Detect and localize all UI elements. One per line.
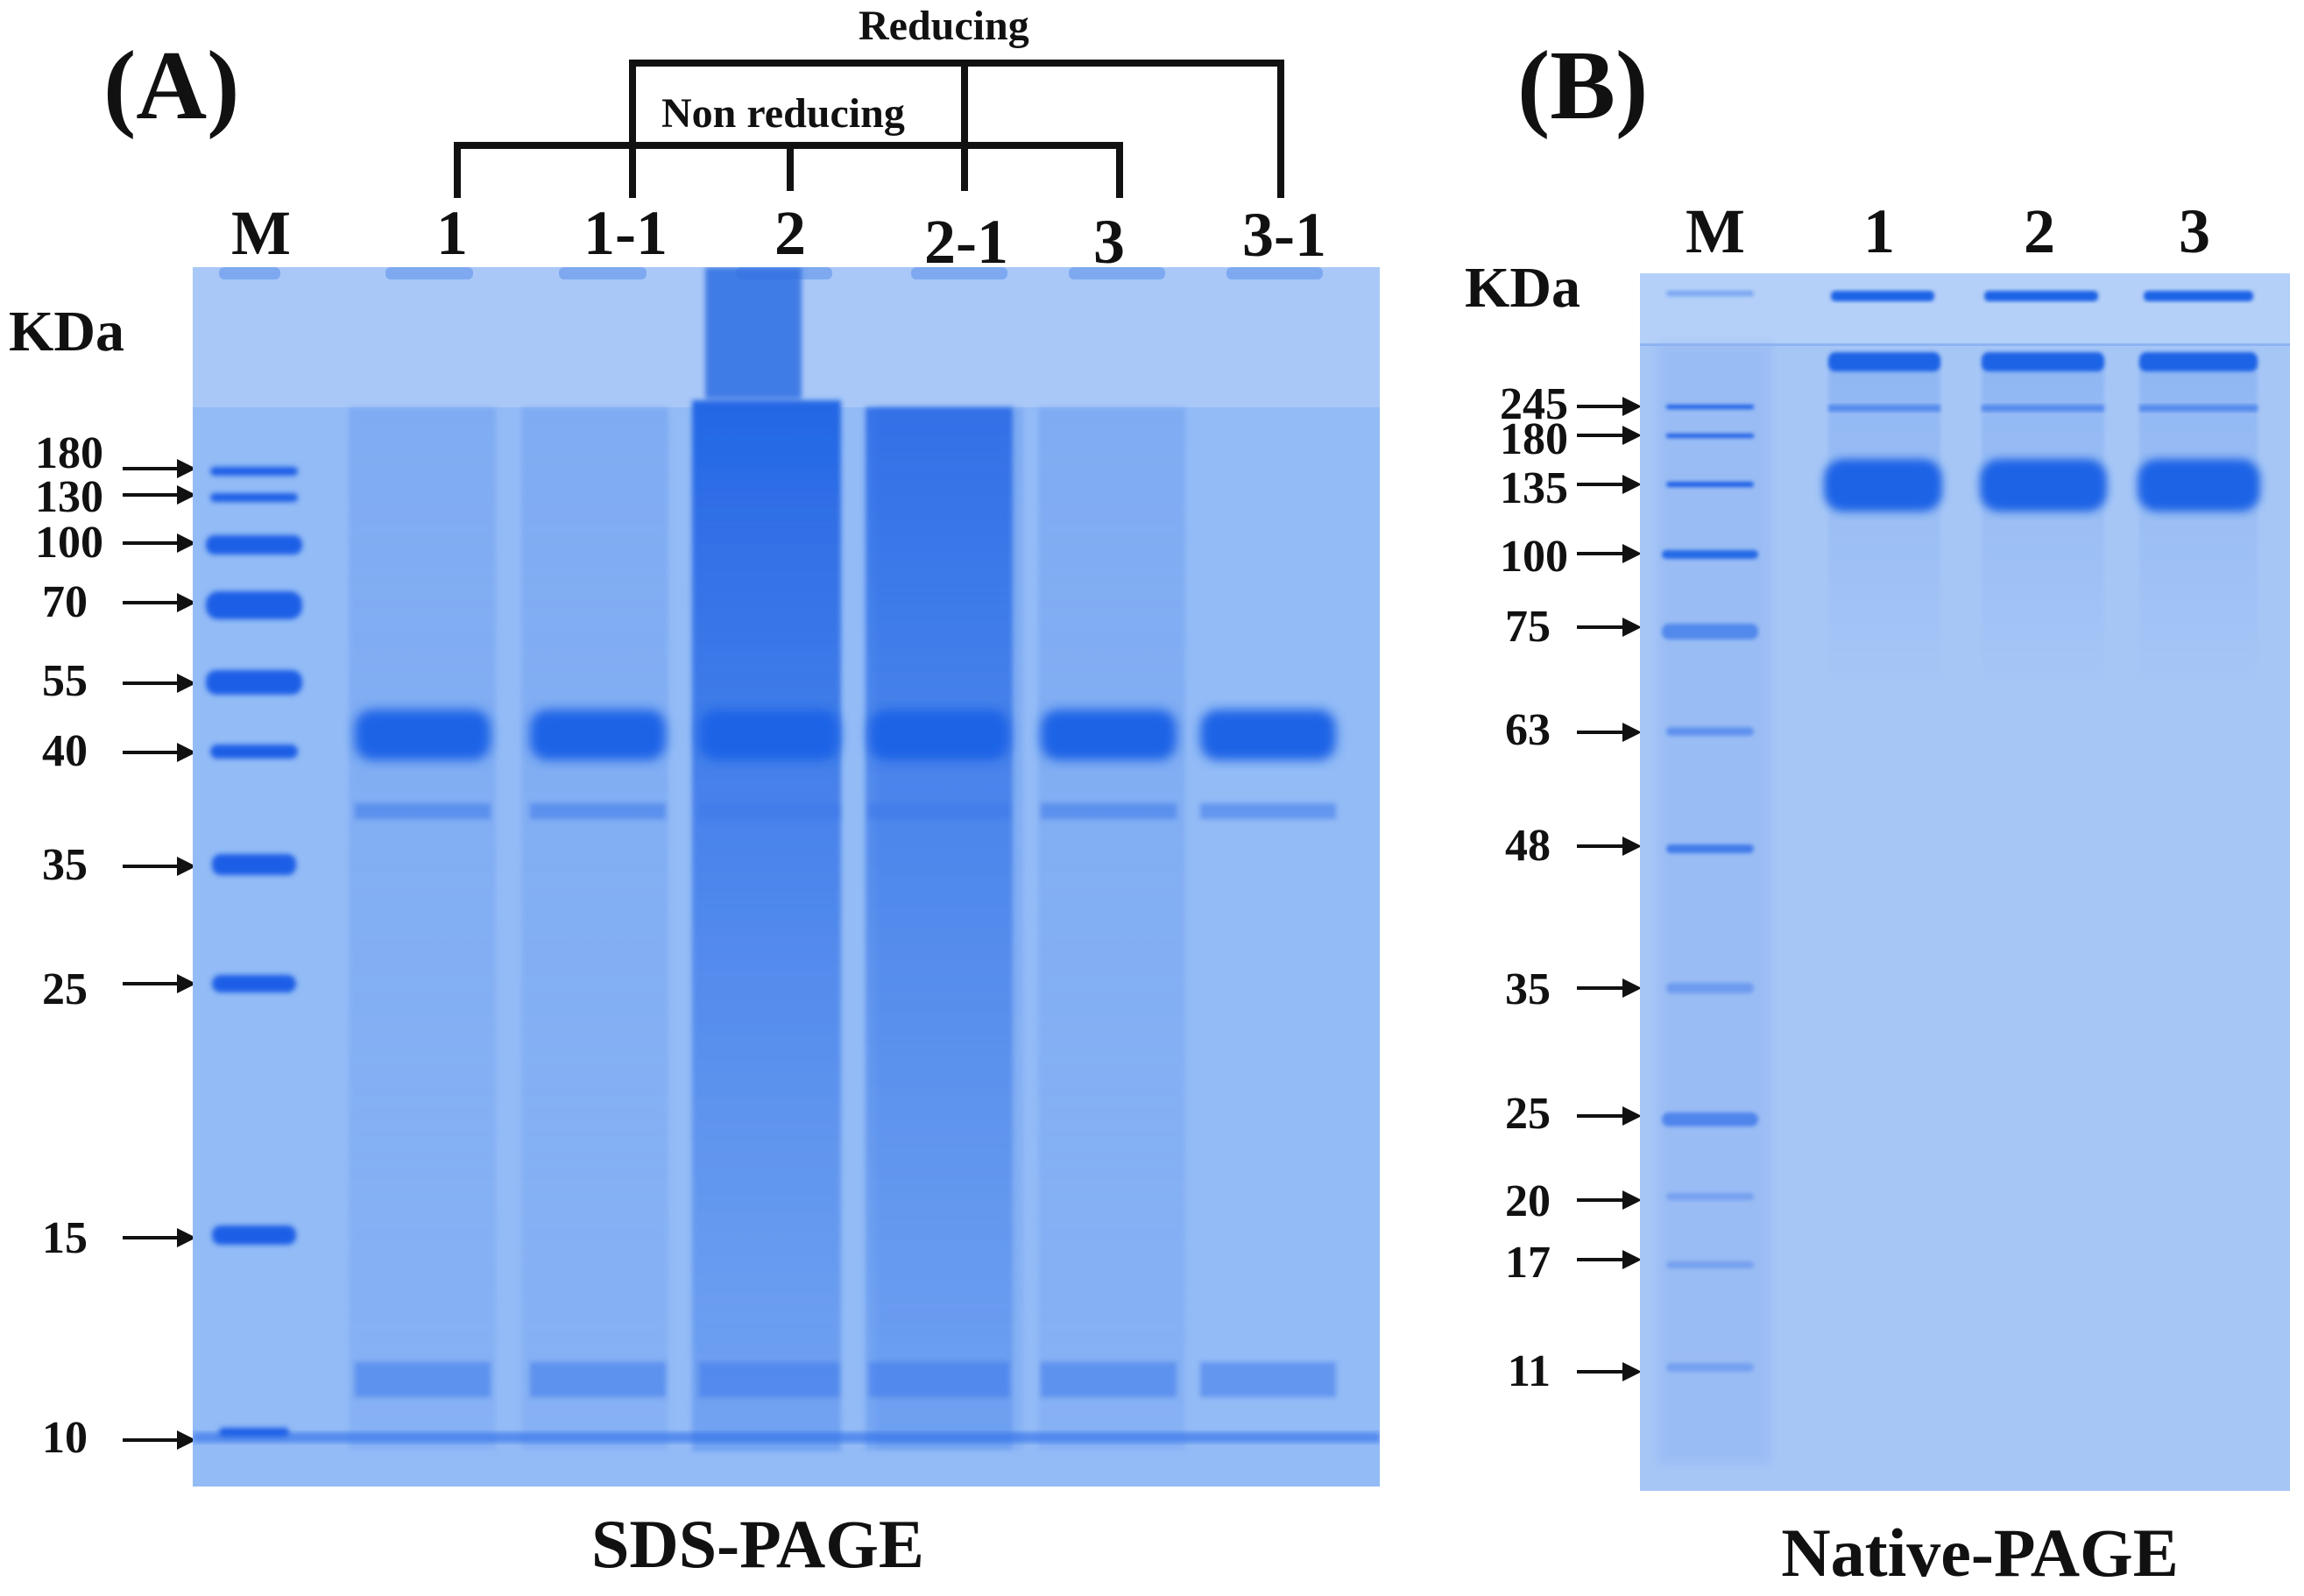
marker-label: 180 — [1500, 414, 1568, 464]
marker-arrow — [123, 857, 196, 876]
marker-arrow — [1577, 837, 1642, 856]
lane-label-2-1: 2-1 — [924, 207, 1008, 277]
panel-b-caption: Native-PAGE — [1781, 1515, 2179, 1591]
marker-label: 40 — [42, 726, 88, 776]
marker-arrow — [1577, 723, 1642, 742]
marker-label: 25 — [1505, 1089, 1551, 1139]
marker-arrow — [123, 485, 196, 505]
non-reducing-bracket-tick-2 — [787, 142, 794, 191]
native-page-gel — [1640, 273, 2290, 1491]
marker-arrow — [123, 533, 196, 553]
marker-arrow — [123, 974, 196, 993]
panel-a-letter: (A) — [103, 32, 240, 140]
lane-label-3-1: 3-1 — [1242, 200, 1326, 270]
lane-label-1: 1 — [436, 198, 468, 268]
reducing-bracket — [629, 60, 1284, 198]
marker-arrow — [1577, 618, 1642, 637]
lane-label-1-1: 1-1 — [583, 198, 668, 268]
reducing-label: Reducing — [859, 3, 1029, 49]
marker-arrow — [1577, 1362, 1642, 1381]
marker-label: 180 — [35, 428, 103, 478]
lane-label-2: 2 — [2024, 196, 2055, 266]
marker-label: 130 — [35, 472, 103, 522]
marker-arrow — [123, 1430, 196, 1450]
marker-arrow — [123, 743, 196, 762]
panel-a-unit-label: KDa — [9, 300, 124, 364]
marker-label: 25 — [42, 964, 88, 1014]
marker-label: 245 — [1500, 379, 1568, 429]
marker-label: 70 — [42, 577, 88, 627]
marker-label: 15 — [42, 1213, 88, 1263]
panel-b-unit-label: KDa — [1465, 256, 1580, 320]
lane-label-1: 1 — [1863, 196, 1895, 266]
lane-label-2: 2 — [774, 198, 806, 268]
marker-arrow — [123, 1228, 196, 1247]
marker-arrow — [1577, 544, 1642, 563]
marker-label: 10 — [42, 1413, 88, 1463]
marker-label: 100 — [35, 518, 103, 568]
marker-arrow — [123, 674, 196, 693]
marker-label: 17 — [1505, 1238, 1551, 1288]
lane-label-m: M — [231, 198, 291, 268]
marker-arrow — [123, 459, 196, 478]
marker-arrow — [1577, 397, 1642, 416]
marker-arrow — [1577, 426, 1642, 445]
non-reducing-label: Non reducing — [661, 90, 905, 137]
marker-label: 100 — [1500, 532, 1568, 582]
marker-arrow — [123, 593, 196, 612]
sds-page-gel — [193, 267, 1380, 1487]
marker-label: 11 — [1507, 1346, 1551, 1396]
marker-label: 135 — [1500, 463, 1568, 513]
marker-label: 63 — [1505, 705, 1551, 755]
marker-label: 75 — [1505, 602, 1551, 652]
lane-label-3: 3 — [1093, 207, 1125, 277]
marker-label: 48 — [1505, 821, 1551, 871]
marker-arrow — [1577, 1106, 1642, 1126]
marker-label: 55 — [42, 656, 88, 706]
marker-label: 20 — [1505, 1176, 1551, 1226]
marker-arrow — [1577, 475, 1642, 494]
lane-label-m: M — [1686, 196, 1745, 266]
marker-arrow — [1577, 978, 1642, 998]
panel-b-letter: (B) — [1517, 32, 1649, 140]
marker-label: 35 — [1505, 964, 1551, 1014]
marker-arrow — [1577, 1190, 1642, 1210]
reducing-bracket-tick-2-1 — [961, 60, 968, 191]
panel-a-caption: SDS-PAGE — [591, 1506, 924, 1582]
marker-arrow — [1577, 1250, 1642, 1269]
lane-label-3: 3 — [2179, 196, 2210, 266]
marker-label: 35 — [42, 840, 88, 890]
